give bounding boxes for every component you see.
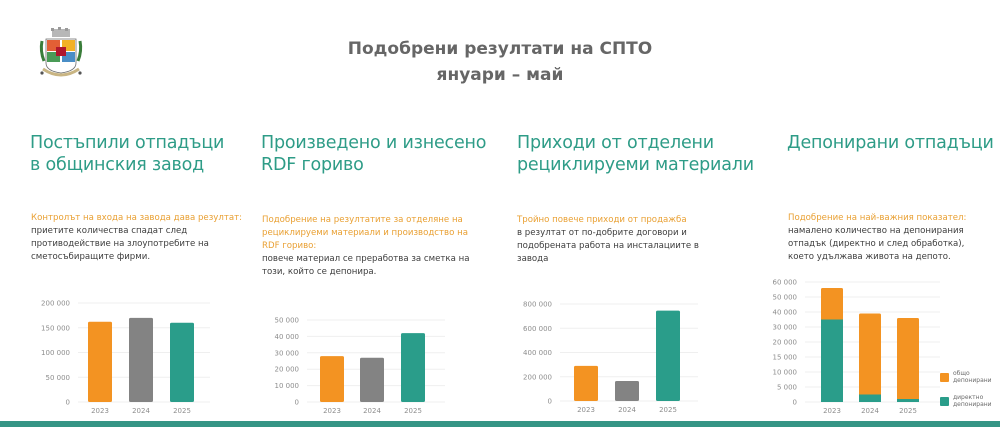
chart-svg: 0 10 000 20 000 30 000 40 000 50 000 2023 2024 2… [275, 317, 445, 415]
svg-text:2024: 2024 [618, 406, 636, 414]
bar-total-2025 [897, 318, 919, 402]
svg-text:2025: 2025 [173, 407, 191, 415]
bar-2024 [360, 357, 384, 402]
section-description: Подобрение на най-важния показател: намал… [788, 212, 988, 264]
highlight-text: Тройно повече приходи от продажба [517, 215, 687, 225]
svg-text:15 000: 15 000 [773, 354, 798, 362]
bar-2023 [574, 365, 598, 401]
svg-text:30 000: 30 000 [773, 324, 798, 332]
svg-text:0: 0 [66, 399, 70, 407]
svg-text:40 000: 40 000 [275, 333, 300, 341]
svg-text:2023: 2023 [577, 406, 595, 414]
svg-text:200 000: 200 000 [41, 300, 70, 308]
bar-total-2024 [859, 313, 881, 402]
svg-text:0: 0 [295, 399, 299, 407]
svg-text:2024: 2024 [861, 407, 879, 415]
chart-svg: 0 50 000 100 000 150 000 200 000 2023 2024 2025 [41, 300, 210, 415]
svg-text:2025: 2025 [404, 407, 422, 415]
bar-2024 [615, 380, 639, 401]
svg-text:2023: 2023 [91, 407, 109, 415]
body-text: намалено количество на депонирания отпад… [788, 226, 965, 262]
section-landfilled-waste: Депонирани отпадъци [787, 132, 1000, 212]
section-recyclables-revenue: Приходи от отделени рециклируеми материа… [517, 132, 757, 212]
legend-label: общо депонирани [953, 370, 992, 384]
svg-text:400 000: 400 000 [523, 349, 552, 357]
section-title: Депонирани отпадъци [787, 133, 994, 153]
chart-incoming-waste: 0 50 000 100 000 150 000 200 000 2023 2024 2025 [30, 295, 215, 418]
bar-2025 [401, 333, 425, 402]
section-title: Приходи от отделени рециклируеми материа… [517, 133, 754, 175]
svg-text:2024: 2024 [132, 407, 150, 415]
svg-text:50 000: 50 000 [773, 294, 798, 302]
bottom-accent-bar [0, 421, 1000, 427]
svg-text:600 000: 600 000 [523, 325, 552, 333]
svg-text:2025: 2025 [899, 407, 917, 415]
page-title: Подобрени резултати на СПТО януари – май [0, 36, 1000, 88]
svg-text:10 000: 10 000 [773, 369, 798, 377]
page-title-line1: Подобрени резултати на СПТО [347, 39, 653, 59]
legend-item-total: общо депонирани [940, 370, 1000, 384]
section-description: Подобрение на резултатите за отделяне на… [262, 214, 472, 279]
bar-2023 [88, 321, 112, 402]
svg-text:5 000: 5 000 [777, 384, 797, 392]
bar-2023 [320, 356, 344, 402]
chart-svg: 0 5 000 10 000 15 000 20 000 30 000 40 000 50 0… [773, 279, 940, 415]
svg-text:2023: 2023 [823, 407, 841, 415]
legend-swatch-orange [940, 372, 949, 382]
svg-text:200 000: 200 000 [523, 373, 552, 381]
page-title-line2: януари – май [436, 65, 564, 85]
body-text: в резултат от по-добрите договори и подо… [517, 228, 699, 264]
chart-rdf-fuel: 0 10 000 20 000 30 000 40 000 50 000 2023 2024 2… [265, 312, 450, 418]
chart-recyclables-revenue: 0 200 000 400 000 600 000 800 000 2023 2024 202… [510, 296, 700, 417]
legend-swatch-teal [940, 396, 949, 406]
bar-2025 [170, 322, 194, 402]
bar-2024 [129, 317, 153, 402]
sofia-coat-of-arms-icon [38, 27, 84, 81]
bar-direct-2025 [897, 399, 919, 402]
svg-text:40 000: 40 000 [773, 309, 798, 317]
section-rdf-fuel: Произведено и изнесено RDF гориво [261, 132, 501, 212]
svg-text:0: 0 [548, 398, 552, 406]
svg-text:20 000: 20 000 [773, 339, 798, 347]
svg-text:2025: 2025 [659, 406, 677, 414]
section-description: Тройно повече приходи от продажба в резул… [517, 214, 707, 266]
section-title: Постъпили отпадъци в общинския завод [30, 133, 225, 175]
legend-item-direct: директно депонирани [940, 394, 1000, 408]
svg-text:50 000: 50 000 [46, 374, 71, 382]
svg-text:0: 0 [793, 399, 797, 407]
svg-text:10 000: 10 000 [275, 382, 300, 390]
bar-direct-2024 [859, 394, 881, 402]
chart-legend: общо депонирани директно депонирани [940, 370, 1000, 418]
section-description: Контролът на входа на завода дава резулт… [31, 212, 261, 264]
svg-text:2024: 2024 [363, 407, 381, 415]
svg-text:60 000: 60 000 [773, 279, 798, 287]
body-text: повече материал се преработва за сметка … [262, 254, 470, 277]
legend-label: директно депонирани [953, 394, 992, 408]
highlight-text: Контролът на входа на завода дава резулт… [31, 213, 243, 223]
chart-landfilled-waste: 0 5 000 10 000 15 000 20 000 30 000 40 000 50 0… [755, 277, 945, 418]
bar-direct-2023 [821, 319, 843, 402]
svg-text:50 000: 50 000 [275, 317, 300, 325]
section-title: Произведено и изнесено RDF гориво [261, 133, 487, 175]
svg-text:20 000: 20 000 [275, 366, 300, 374]
body-text: приетите количества спадат след противод… [31, 226, 209, 262]
svg-text:150 000: 150 000 [41, 324, 70, 332]
bar-2025 [656, 310, 680, 401]
section-incoming-waste: Постъпили отпадъци в общинския завод [30, 132, 270, 212]
svg-text:800 000: 800 000 [523, 301, 552, 309]
highlight-text: Подобрение на най-важния показател: [788, 213, 967, 223]
svg-text:100 000: 100 000 [41, 349, 70, 357]
svg-text:2023: 2023 [323, 407, 341, 415]
svg-text:30 000: 30 000 [275, 349, 300, 357]
highlight-text: Подобрение на резултатите за отделяне на… [262, 215, 468, 251]
chart-svg: 0 200 000 400 000 600 000 800 000 2023 2024 202… [523, 301, 698, 414]
